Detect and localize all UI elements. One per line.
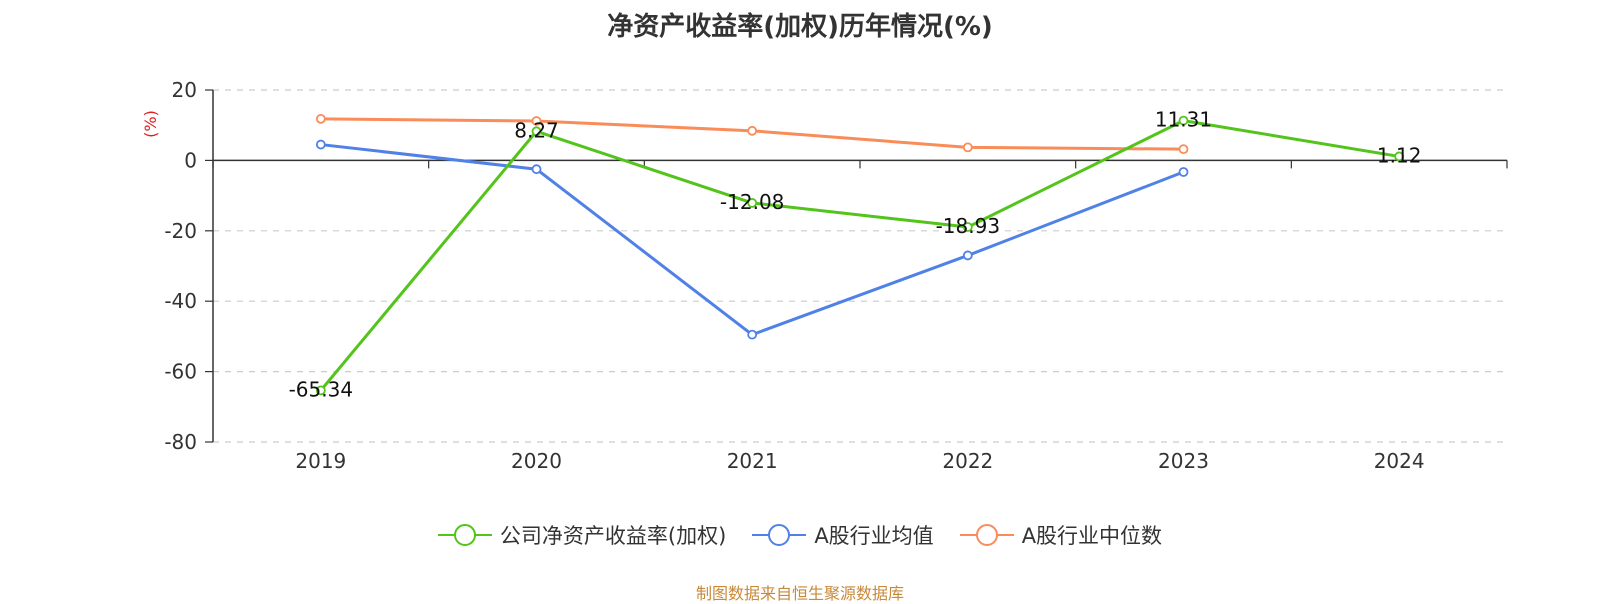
data-point <box>747 125 758 136</box>
legend-item[interactable]: A股行业中位数 <box>959 520 1163 550</box>
y-tick-label: 0 <box>184 148 197 172</box>
x-tick-label: 2020 <box>511 449 562 473</box>
x-tick-label: 2024 <box>1374 449 1425 473</box>
legend-label: A股行业均值 <box>814 524 934 548</box>
data-point <box>747 329 758 340</box>
data-point <box>747 198 758 208</box>
y-tick-label: -20 <box>164 219 197 243</box>
series-line <box>320 143 1185 337</box>
y-axis-unit-label: (%) <box>141 110 160 138</box>
data-label: -65.34 <box>289 377 353 401</box>
x-tick-label: 2019 <box>295 449 346 473</box>
series-line <box>319 119 1400 392</box>
data-point <box>1178 167 1189 177</box>
data-label: -18.93 <box>936 214 1000 238</box>
source-note: 制图数据来自恒生聚源数据库 <box>695 584 904 603</box>
data-point <box>315 113 326 124</box>
legend-line-icon <box>959 524 1014 546</box>
data-label: 1.12 <box>1377 143 1422 167</box>
data-point <box>531 116 542 126</box>
data-label: 8.27 <box>514 118 559 142</box>
x-tick-label: 2022 <box>942 449 993 473</box>
chart-title: 净资产收益率(加权)历年情况(%) <box>607 12 993 42</box>
data-point <box>962 142 973 153</box>
y-tick-label: -60 <box>164 360 197 384</box>
data-point <box>315 139 326 150</box>
y-tick-label: -40 <box>164 289 197 313</box>
data-point <box>1178 144 1189 155</box>
data-point <box>1178 115 1189 126</box>
legend-label: A股行业中位数 <box>1021 524 1163 548</box>
legend: 公司净资产收益率(加权) A股行业均值 A股行业中位数 <box>0 520 1600 550</box>
data-label: 11.31 <box>1155 108 1212 132</box>
x-tick-label: 2021 <box>727 449 778 473</box>
data-point <box>531 126 542 137</box>
legend-label: 公司净资产收益率(加权) <box>499 524 727 548</box>
data-labels: -65.34 8.27 -12.08 -18.93 11.31 1.12 <box>289 108 1422 402</box>
data-point <box>315 385 326 396</box>
legend-line-icon <box>437 524 492 546</box>
y-tick-label: -80 <box>164 430 197 454</box>
data-point <box>962 222 973 232</box>
legend-line-icon <box>752 524 807 546</box>
data-point <box>1394 151 1405 162</box>
axes: 20 0 -20 -40 -60 -80 (%) 2019 2020 2021 2022 2023 20… <box>141 78 1508 473</box>
data-point <box>531 164 542 175</box>
legend-item[interactable]: 公司净资产收益率(加权) <box>437 520 727 550</box>
series-layer <box>315 113 1405 396</box>
data-label: -12.08 <box>720 190 784 214</box>
data-point <box>962 250 973 261</box>
y-tick-label: 20 <box>172 78 197 102</box>
legend-item[interactable]: A股行业均值 <box>752 520 934 550</box>
x-tick-label: 2023 <box>1158 449 1209 473</box>
